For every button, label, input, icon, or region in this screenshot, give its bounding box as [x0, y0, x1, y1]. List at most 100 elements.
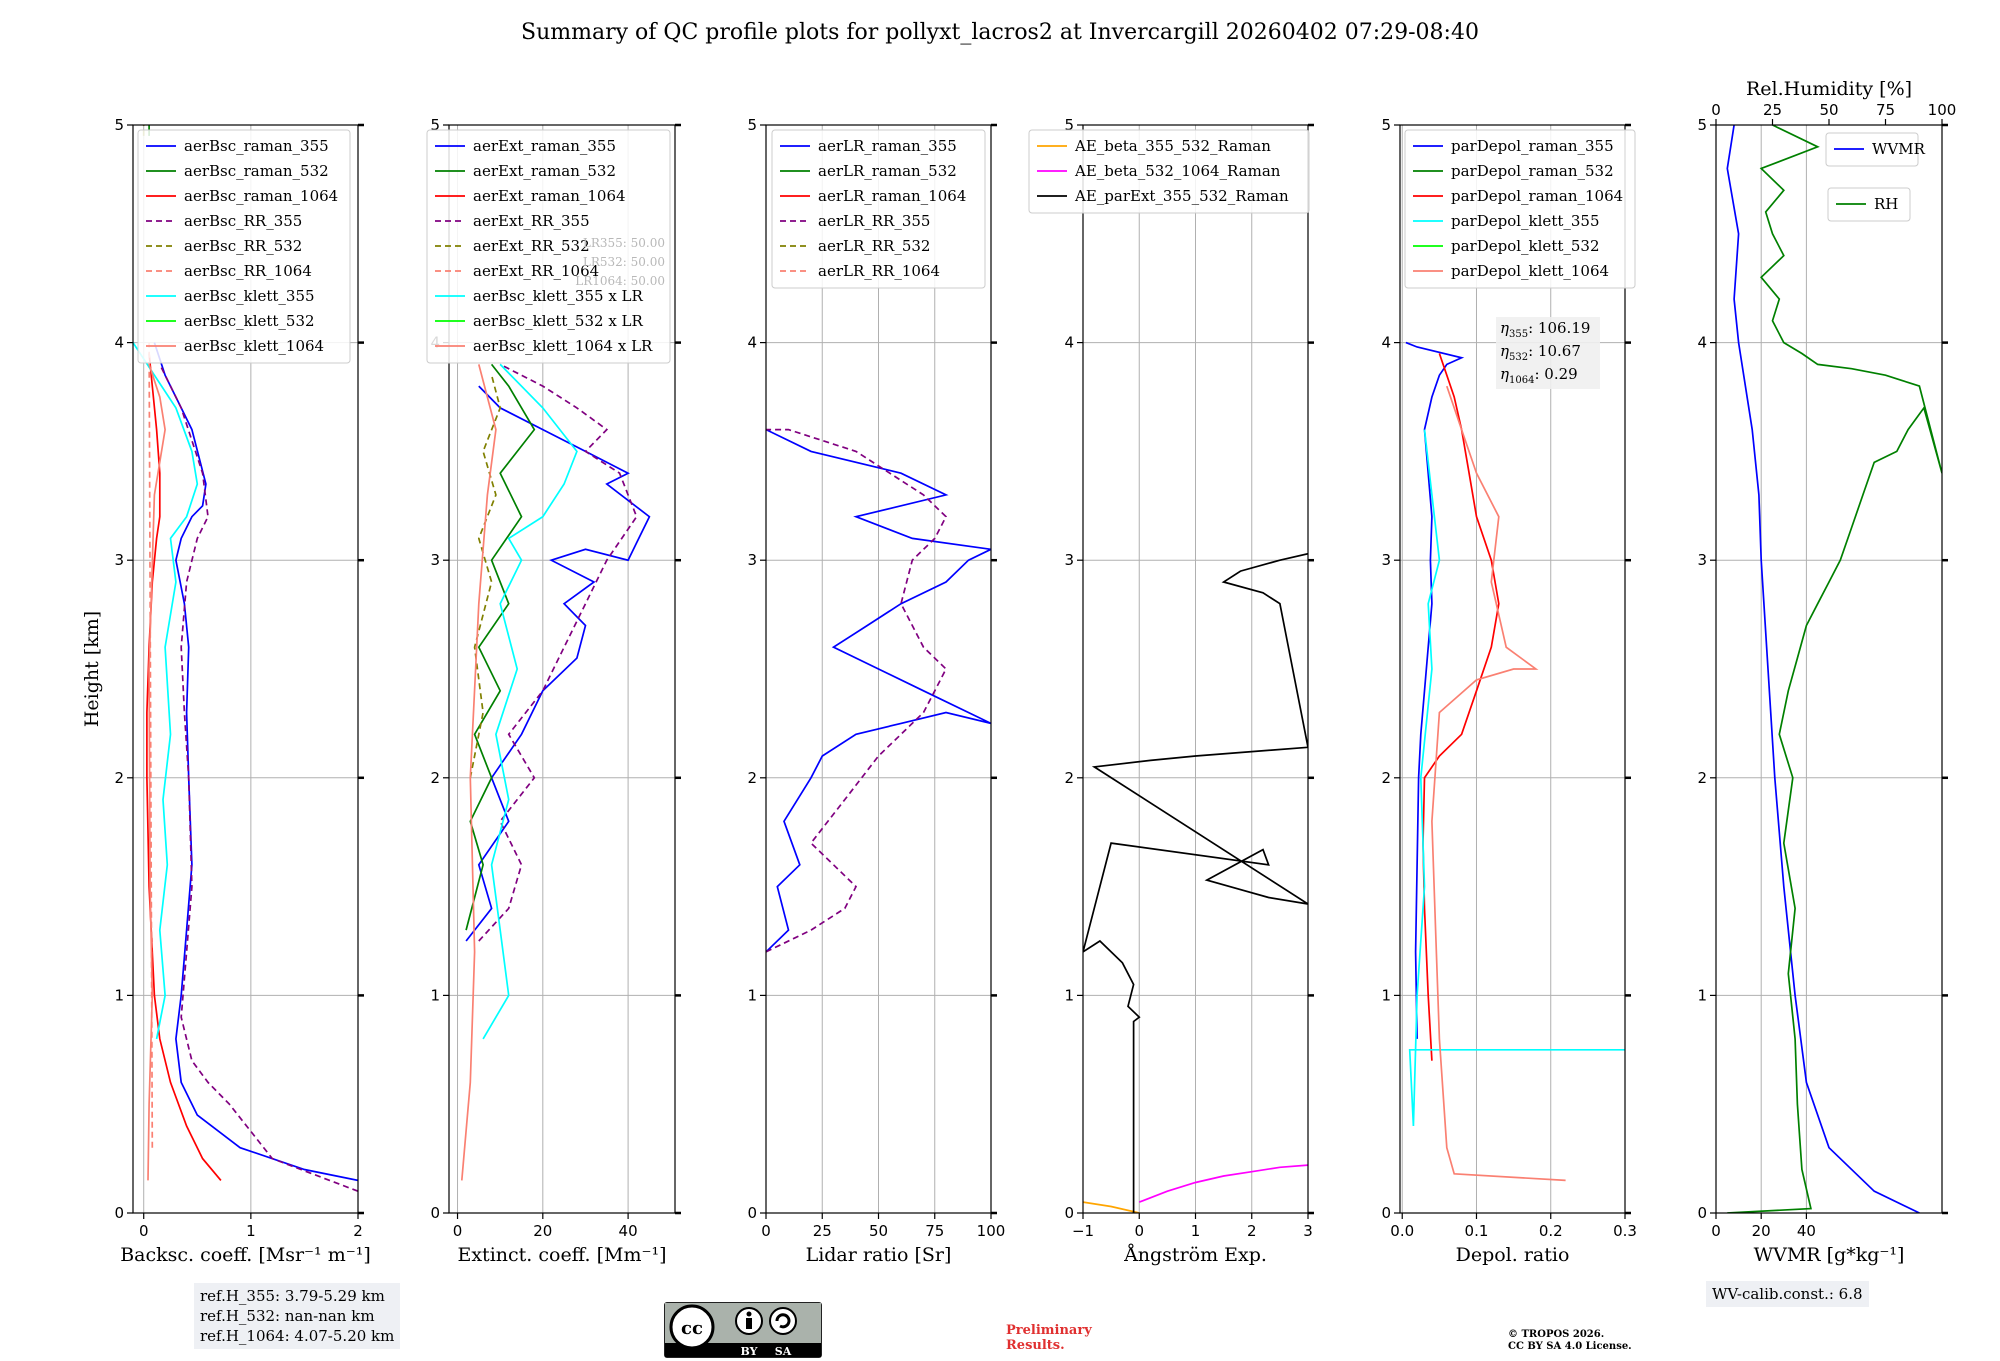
series-line-parDepol_raman_355	[1405, 341, 1465, 1039]
legend-label-parDepol_raman_355: parDepol_raman_355	[1451, 137, 1614, 155]
cc-license-badge[interactable]: cc BY SA	[664, 1302, 822, 1358]
top-xtick-label-water_vapor: 50	[1819, 101, 1838, 119]
series-line-AE_parExt_355_532_Raman	[1083, 552, 1308, 1213]
legend-label-aerExt_raman_1064: aerExt_raman_1064	[473, 187, 626, 205]
axes-frame-backscatter	[132, 124, 359, 1214]
wv-calibration-box: WV-calib.const.: 6.8	[1706, 1281, 1869, 1307]
series-line-aerLR_RR_355	[766, 428, 948, 953]
xtick-label-angstrom: 0	[1134, 1222, 1144, 1240]
ytick-label-depol: 5	[1381, 116, 1391, 134]
top-xtick-label-water_vapor: 100	[1928, 101, 1957, 119]
ytick-label-lidar_ratio: 3	[747, 551, 757, 569]
ytick-label-water_vapor: 4	[1697, 334, 1707, 352]
legend-label-aerBsc_klett_355: aerBsc_klett_355	[184, 287, 315, 305]
xtick-label-angstrom: 3	[1303, 1222, 1313, 1240]
legend-label-parDepol_raman_532: parDepol_raman_532	[1451, 162, 1614, 180]
series-line-aerExt_raman_532	[465, 363, 536, 931]
legend-label-aerBsc_klett_1064 x LR: aerBsc_klett_1064 x LR	[473, 337, 653, 355]
preliminary-results-note: Preliminary Results.	[1006, 1323, 1092, 1353]
xtick-label-depol: 0.3	[1613, 1222, 1637, 1240]
lr-annotation: LR355: 50.00	[583, 236, 665, 250]
top-xtick-label-water_vapor: 75	[1876, 101, 1895, 119]
cc-icon-label: cc	[681, 1318, 703, 1339]
xaxis-label-water_vapor: WVMR [g*kg⁻¹]	[1754, 1244, 1905, 1266]
xtick-label-backscatter: 1	[246, 1222, 256, 1240]
ytick-label-angstrom: 4	[1064, 334, 1074, 352]
series-line-WVMR	[1726, 125, 1920, 1213]
legend-label-parDepol_klett_1064: parDepol_klett_1064	[1451, 262, 1609, 280]
lr-annotation: LR532: 50.00	[583, 255, 665, 269]
series-line-parDepol_raman_1064	[1422, 353, 1500, 1061]
legend-label-aerLR_RR_355: aerLR_RR_355	[818, 212, 930, 230]
series-line-aerExt_RR_532	[469, 374, 502, 778]
axes-frame-depol	[1399, 124, 1626, 1214]
ytick-label-backscatter: 0	[114, 1204, 124, 1222]
xtick-label-extinction: 40	[619, 1222, 638, 1240]
series-line-aerBsc_raman_1064	[146, 353, 222, 1181]
ytick-label-angstrom: 3	[1064, 551, 1074, 569]
legend-label-aerLR_RR_532: aerLR_RR_532	[818, 237, 930, 255]
ytick-label-backscatter: 4	[114, 334, 124, 352]
cc-badge-graphic: cc BY SA	[665, 1303, 821, 1358]
xaxis-label-depol: Depol. ratio	[1456, 1244, 1570, 1266]
lr-annotation: LR1064: 50.00	[575, 274, 665, 288]
legend-label-aerBsc_raman_532: aerBsc_raman_532	[184, 162, 329, 180]
series-line-aerLR_raman_355	[766, 428, 991, 953]
ytick-label-lidar_ratio: 4	[747, 334, 757, 352]
ytick-label-lidar_ratio: 5	[747, 116, 757, 134]
series-line-RH	[1727, 125, 1942, 1213]
xtick-label-angstrom: −1	[1072, 1222, 1094, 1240]
ytick-label-water_vapor: 1	[1697, 986, 1707, 1004]
series-line-aerBsc_klett_355 x LR	[482, 363, 578, 1040]
cc-icon	[669, 1304, 715, 1350]
legend-box-angstrom	[1028, 129, 1310, 214]
refh-1064: ref.H_1064: 4.07-5.20 km	[200, 1327, 395, 1345]
ytick-label-water_vapor: 2	[1697, 769, 1707, 787]
eta-box	[1496, 317, 1600, 389]
legend-label-WVMR: WVMR	[1872, 140, 1926, 158]
series-line-aerBsc_klett_355	[133, 342, 199, 1040]
sa-share-icon	[769, 1307, 797, 1335]
preliminary-line-1: Preliminary	[1006, 1323, 1092, 1338]
ytick-label-angstrom: 2	[1064, 769, 1074, 787]
reference-height-box: ref.H_355: 3.79-5.29 km ref.H_532: nan-n…	[194, 1283, 401, 1349]
cc-by-label: BY	[741, 1345, 758, 1357]
series-line-aerBsc_RR_355	[159, 364, 358, 1192]
ytick-label-water_vapor: 0	[1697, 1204, 1707, 1222]
series-line-aerExt_raman_355	[465, 385, 651, 942]
axes-frame-water_vapor	[1715, 124, 1943, 1214]
legend-label-aerBsc_raman_1064: aerBsc_raman_1064	[184, 187, 338, 205]
xtick-label-water_vapor: 20	[1752, 1222, 1771, 1240]
ytick-label-lidar_ratio: 0	[747, 1204, 757, 1222]
legend-label-parDepol_raman_1064: parDepol_raman_1064	[1451, 187, 1623, 205]
xtick-label-water_vapor: 0	[1711, 1222, 1721, 1240]
ytick-label-angstrom: 1	[1064, 986, 1074, 1004]
legend-box-rh	[1827, 187, 1911, 222]
xtick-label-angstrom: 2	[1247, 1222, 1257, 1240]
ytick-label-extinction: 5	[430, 116, 440, 134]
legend-label-aerBsc_raman_355: aerBsc_raman_355	[184, 137, 329, 155]
eta-annotation: η355: 106.19	[1500, 319, 1590, 340]
legend-label-aerLR_raman_532: aerLR_raman_532	[818, 162, 957, 180]
xtick-label-lidar_ratio: 100	[977, 1222, 1006, 1240]
copyright-note: © TROPOS 2026. CC BY SA 4.0 License.	[1508, 1329, 1632, 1353]
xtick-label-lidar_ratio: 0	[761, 1222, 771, 1240]
legend-label-aerBsc_klett_1064: aerBsc_klett_1064	[184, 337, 324, 355]
preliminary-line-2: Results.	[1006, 1338, 1065, 1353]
top-axis-label-water_vapor: Rel.Humidity [%]	[1746, 78, 1912, 100]
eta-annotation: η1064: 0.29	[1500, 365, 1578, 386]
series-line-aerBsc_klett_1064	[147, 364, 166, 1181]
legend-label-aerBsc_klett_532: aerBsc_klett_532	[184, 312, 315, 330]
xtick-label-backscatter: 0	[139, 1222, 149, 1240]
ytick-label-extinction: 2	[430, 769, 440, 787]
ytick-label-lidar_ratio: 1	[747, 986, 757, 1004]
legend-label-aerExt_raman_532: aerExt_raman_532	[473, 162, 616, 180]
legend-box-lidar_ratio	[771, 129, 986, 289]
ytick-label-depol: 0	[1381, 1204, 1391, 1222]
ytick-label-depol: 1	[1381, 986, 1391, 1004]
panel-depol: 0 1 2 3 4 5 0.0 0.1 0.2 0.3 Depol. ratio parDepol_r…	[1381, 116, 1636, 1266]
xaxis-label-lidar_ratio: Lidar ratio [Sr]	[806, 1244, 952, 1266]
